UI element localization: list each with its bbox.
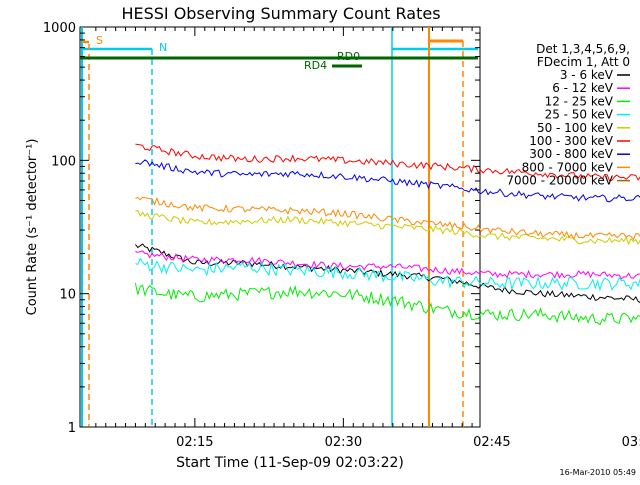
series-line-4: [135, 209, 640, 246]
y-tick-label: 10: [59, 288, 76, 303]
legend-label-5: 100 - 300 keV: [529, 134, 613, 148]
legend-header-line-2: FDecim 1, Att 0: [537, 55, 630, 69]
legend-label-0: 3 - 6 keV: [560, 68, 614, 82]
y-tick-label: 100: [51, 154, 76, 169]
footer-timestamp: 16-Mar-2010 05:49: [560, 468, 637, 477]
series-line-3: [135, 257, 640, 292]
x-tick-label: 02:45: [473, 435, 510, 450]
y-axis-label: Count Rate (s⁻¹ detector⁻¹): [25, 139, 40, 316]
x-tick-label: 02:15: [176, 435, 213, 450]
legend-label-4: 50 - 100 keV: [537, 121, 614, 135]
legend: Det 1,3,4,5,6,9, FDecim 1, Att 0 3 - 6 k…: [506, 42, 630, 188]
x-axis-label: Start Time (11-Sep-09 02:03:22): [176, 455, 404, 471]
y-tick-label: 1000: [43, 21, 76, 36]
overlay-flags: S N RD0 RD4: [80, 27, 478, 427]
series-layer: [134, 143, 640, 326]
x-tick-label: 02:30: [325, 435, 362, 450]
series-line-1: [135, 250, 640, 280]
legend-header-line-1: Det 1,3,4,5,6,9,: [536, 42, 630, 56]
plot-area: S N RD0 RD4: [79, 26, 640, 428]
series-line-6: [135, 159, 640, 203]
series-line-0: [135, 243, 640, 304]
legend-label-7: 800 - 7000 keV: [522, 160, 614, 174]
flag-n-label: N: [159, 41, 167, 54]
legend-label-1: 6 - 12 keV: [552, 81, 614, 95]
x-tick-label: 03:00: [622, 435, 640, 450]
series-line-2: [134, 282, 640, 326]
legend-label-2: 12 - 25 keV: [545, 94, 614, 108]
series-line-5: [135, 143, 640, 182]
legend-label-3: 25 - 50 keV: [545, 108, 614, 122]
y-axis: 1 10 100 1000: [43, 21, 480, 436]
series-line-7: [135, 196, 640, 241]
flag-rd4-label: RD4: [304, 59, 327, 72]
y-tick-label: 1: [68, 421, 76, 436]
plot-frame: [79, 26, 481, 428]
legend-label-8: 7000 - 20000 keV: [506, 174, 613, 188]
flag-s-label: S: [96, 34, 103, 47]
legend-label-6: 300 - 800 keV: [529, 147, 613, 161]
flag-rd0-label: RD0: [337, 50, 360, 63]
chart-title: HESSI Observing Summary Count Rates: [121, 4, 440, 23]
